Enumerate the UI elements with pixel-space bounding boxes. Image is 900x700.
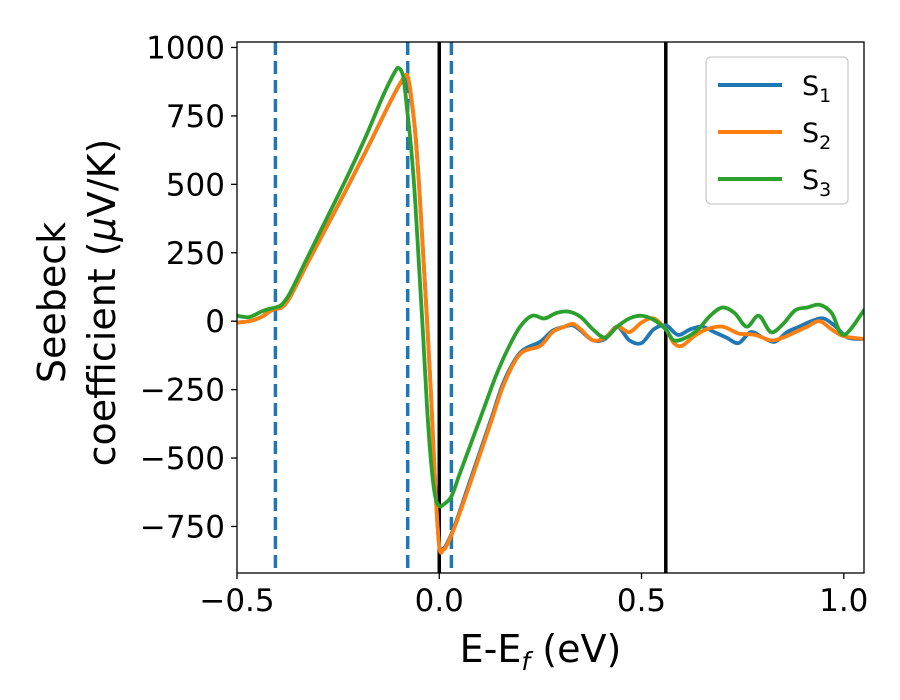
y-axis-label-suffix: V/K) [80,139,124,218]
y-tick-label: 1000 [146,30,225,66]
x-tick-label: −0.5 [199,583,274,619]
x-axis-label-suffix: (eV) [530,627,621,671]
legend-entry-s1: S1 [718,71,831,107]
series-line-s3 [237,65,864,509]
y-tick-label: 0 [205,304,225,340]
y-tick-label: 750 [166,99,225,135]
y-axis-label-line2: coefficient (μV/K) [80,139,124,467]
y-tick-label: −250 [140,373,225,409]
x-tick-label: 0.5 [617,583,666,619]
legend-label: S2 [802,118,831,154]
x-tick-label: 0.0 [415,583,464,619]
legend-entry-s3: S3 [718,165,831,201]
legend-label: S1 [802,71,831,107]
y-tick-label: −750 [140,509,225,545]
y-axis-label-prefix: coefficient ( [80,241,124,466]
x-axis-label-main: E-E [460,627,522,671]
y-axis-label: Seebeck coefficient (μV/K) [30,139,124,467]
x-tick-label: 1.0 [819,583,868,619]
y-axis-label-line1: Seebeck [30,222,74,383]
x-axis-label: E-Ef (eV) [460,627,622,676]
plot-frame [236,41,865,574]
y-axis-label-mu: μ [80,217,124,242]
y-tick-label: 250 [166,236,225,272]
series-line-s2 [237,72,864,555]
y-tick-label: 500 [166,167,225,203]
y-tick-label: −500 [140,441,225,477]
legend-entry-s2: S2 [718,118,831,154]
legend-label: S3 [802,165,831,201]
legend: S1 S2 S3 [705,56,849,205]
